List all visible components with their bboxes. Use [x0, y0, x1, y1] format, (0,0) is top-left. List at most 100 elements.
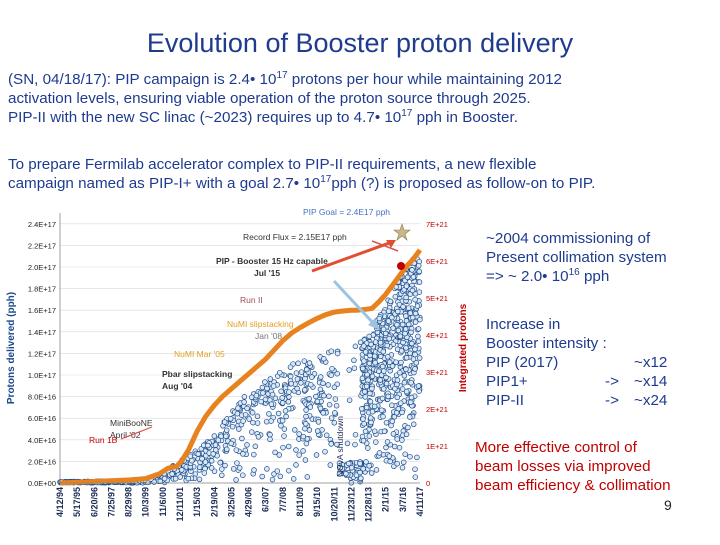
- rate-point: [293, 370, 300, 376]
- rate-point: [403, 388, 410, 395]
- rate-point: [351, 357, 357, 364]
- rate-point: [294, 376, 301, 382]
- rate-point: [242, 411, 249, 418]
- rate-point: [336, 460, 343, 467]
- miniboone-date: April '02: [110, 430, 141, 440]
- rate-point: [332, 410, 338, 416]
- paragraph-line: PIP-II with the new SC linac (~2023) req…: [8, 107, 518, 126]
- rate-point: [279, 417, 286, 424]
- rate-point: [380, 348, 387, 355]
- rate-point: [240, 472, 246, 478]
- page-number: 9: [664, 497, 672, 513]
- rate-point: [267, 436, 273, 443]
- rate-point: [363, 459, 369, 465]
- right-tick-label: 3E+21: [426, 368, 448, 377]
- rate-point: [283, 413, 289, 420]
- rate-point: [380, 413, 386, 420]
- rate-point: [413, 360, 420, 366]
- rate-point: [412, 351, 418, 358]
- rate-point: [415, 333, 421, 340]
- rate-point: [208, 458, 215, 464]
- rate-point: [357, 339, 364, 346]
- rate-point: [363, 404, 370, 411]
- rate-point: [317, 405, 324, 412]
- rate-point: [326, 401, 333, 408]
- rate-point: [331, 420, 338, 426]
- rate-point: [288, 380, 294, 387]
- rate-point: [263, 418, 270, 425]
- rate-point: [397, 333, 404, 340]
- rate-point: [357, 460, 363, 467]
- rate-point: [412, 466, 418, 472]
- commissioning-arrow: [332, 279, 377, 327]
- rate-point: [403, 431, 410, 438]
- rate-point: [301, 387, 308, 393]
- rate-point: [307, 404, 314, 410]
- x-tick-label: 2/1/15: [381, 487, 391, 512]
- rate-point: [269, 391, 276, 398]
- note-line: More effective control of: [475, 439, 637, 456]
- note-line: Booster intensity :: [486, 335, 607, 352]
- rate-point: [416, 279, 423, 285]
- rate-point: [264, 385, 270, 392]
- rate-point: [296, 452, 302, 458]
- rate-point: [385, 393, 391, 400]
- rate-point: [372, 359, 378, 366]
- rate-point: [287, 373, 294, 380]
- rate-point: [236, 465, 243, 471]
- rate-point: [267, 376, 274, 382]
- x-tick-label: 3/7/16: [398, 487, 408, 512]
- rate-point: [368, 341, 374, 348]
- rate-point: [328, 372, 334, 378]
- left-tick-label: 1.0E+17: [28, 371, 56, 380]
- rate-point: [412, 366, 418, 372]
- rate-point: [258, 398, 264, 405]
- rate-point: [389, 363, 396, 369]
- rate-point: [279, 395, 285, 401]
- x-tick-label: 10/20/11: [329, 487, 339, 522]
- rate-point: [230, 466, 237, 472]
- left-tick-label: 4.0E+16: [28, 436, 56, 445]
- rate-point: [294, 385, 300, 392]
- rate-point: [399, 409, 405, 416]
- x-tick-label: 9/15/10: [312, 487, 322, 517]
- rate-point: [362, 349, 369, 355]
- rate-point: [236, 426, 242, 432]
- rate-point: [345, 460, 352, 467]
- rate-point: [336, 471, 343, 477]
- rate-point: [277, 473, 284, 480]
- rate-point: [386, 335, 392, 342]
- record-marker: [397, 262, 405, 270]
- rate-point: [229, 423, 236, 430]
- rate-point: [386, 453, 393, 459]
- rate-point: [314, 428, 321, 434]
- rate-point: [395, 308, 401, 315]
- rate-point: [233, 447, 240, 453]
- rate-point: [360, 466, 366, 472]
- rate-point: [397, 400, 404, 406]
- rate-point: [369, 373, 376, 380]
- rate-point: [328, 348, 335, 354]
- rate-point: [385, 308, 392, 314]
- rate-point: [255, 434, 262, 440]
- rate-point: [280, 444, 286, 451]
- right-tick-label: 5E+21: [426, 294, 448, 303]
- rate-point: [286, 467, 292, 474]
- rate-point: [317, 374, 324, 380]
- rate-point: [371, 428, 378, 434]
- x-tick-label: 2/19/04: [209, 487, 219, 517]
- rate-point: [377, 339, 384, 346]
- rate-point: [331, 384, 338, 391]
- rate-point: [383, 444, 389, 451]
- rate-point: [379, 395, 386, 402]
- left-tick-label: 2.0E+16: [28, 457, 56, 466]
- rate-point: [401, 379, 408, 386]
- rate-point: [286, 389, 292, 395]
- rate-point: [409, 287, 416, 294]
- rate-point: [326, 393, 332, 400]
- numi-slip-label: NuMI slipstacking: [227, 319, 294, 329]
- rate-point: [268, 401, 275, 407]
- note-line: Increase in: [486, 316, 561, 333]
- rate-point: [276, 452, 283, 458]
- rate-point: [399, 321, 406, 328]
